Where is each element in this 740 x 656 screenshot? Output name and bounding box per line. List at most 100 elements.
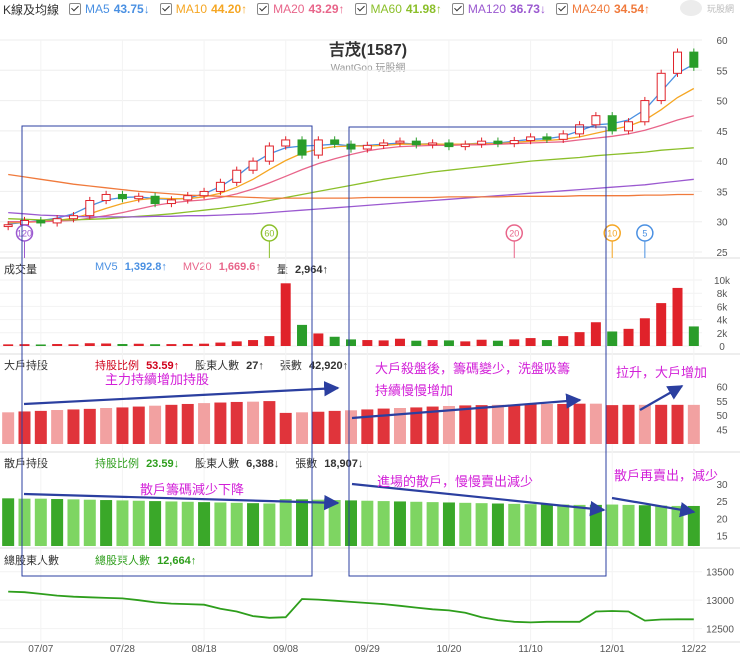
retail-tick-label: 15 xyxy=(716,532,728,543)
retail-holder-bar xyxy=(410,501,423,546)
volume-bar xyxy=(492,340,503,346)
legend-name: MA10 xyxy=(175,2,208,16)
volume-bar xyxy=(133,343,144,346)
candle-body xyxy=(575,124,585,135)
big-holder-bar xyxy=(459,405,472,444)
annotation-text: 主力持續增加持股 xyxy=(105,372,209,387)
volume-bar xyxy=(443,340,454,346)
retail-holder-bar xyxy=(67,499,80,546)
big-holder-bar xyxy=(18,411,31,444)
legend-name: MA240 xyxy=(571,2,610,16)
checkbox-icon[interactable] xyxy=(451,3,464,15)
vol-label: 量 xyxy=(276,264,288,276)
retail-holder-bar xyxy=(328,500,341,546)
legend-item-ma20[interactable]: MA20 43.29↑ xyxy=(257,2,345,16)
annotation-text: 持續慢慢增加 xyxy=(375,383,453,398)
retail-holder-bar xyxy=(116,500,129,546)
legend-item-ma120[interactable]: MA120 36.73↓ xyxy=(451,2,546,16)
retail-people-label: 股東人數 xyxy=(195,458,240,470)
candle-body xyxy=(379,142,389,146)
volume-bar xyxy=(101,343,112,346)
volume-bars xyxy=(3,283,699,346)
volume-bar xyxy=(688,326,699,346)
big-holder-bar xyxy=(655,404,668,444)
highlight-box-left xyxy=(21,125,313,577)
retail-holder-bar xyxy=(34,498,47,546)
volume-bar xyxy=(525,338,536,346)
legend-item-ma5[interactable]: MA5 43.75↓ xyxy=(69,2,150,16)
candle-body xyxy=(493,140,503,145)
date-tick-label: 09/29 xyxy=(355,644,380,655)
legend-name: MA60 xyxy=(370,2,402,16)
candle-body xyxy=(591,115,601,126)
date-tick-label: 12/22 xyxy=(681,644,706,655)
holders-tick-label: 13000 xyxy=(706,596,734,607)
legend-name: MA120 xyxy=(467,2,506,16)
candle-body xyxy=(101,193,111,202)
annotation-text: 進場的散戶，慢慢賣出減少 xyxy=(377,474,533,489)
volume-bar xyxy=(394,338,405,346)
retail-holder-bar xyxy=(573,504,586,546)
mv5-value: 1,392.8 xyxy=(124,261,162,273)
volume-bar xyxy=(607,331,618,346)
volume-bar xyxy=(150,344,161,346)
annotation-text: 大戶殺盤後，籌碼變少，洗盤吸籌 xyxy=(375,361,570,376)
checkbox-icon[interactable] xyxy=(354,3,367,15)
marker-label: 60 xyxy=(264,229,274,239)
volume-tick-label: 2k xyxy=(717,329,729,340)
big-holder-bar xyxy=(132,406,145,444)
big-holder-bar xyxy=(34,410,47,444)
volume-tick-label: 8k xyxy=(717,289,729,300)
volume-tick-label: 0 xyxy=(719,342,725,353)
big-ratio-value: 53.59 xyxy=(146,360,174,372)
candle-body xyxy=(558,133,568,140)
checkbox-icon[interactable] xyxy=(257,3,270,15)
big-tick-label: 55 xyxy=(716,397,728,408)
retail-holder-bar xyxy=(263,503,276,546)
candle-body xyxy=(36,220,46,224)
date-tick-label: 11/10 xyxy=(518,644,543,655)
checkbox-icon[interactable] xyxy=(159,3,172,15)
legend-item-ma240[interactable]: MA240 34.54↑ xyxy=(555,2,650,16)
annotation-arrow xyxy=(23,492,340,511)
checkbox-icon[interactable] xyxy=(69,3,82,15)
candle-body xyxy=(460,143,470,148)
candle-body xyxy=(183,195,193,201)
retail-holder-bar xyxy=(540,504,553,546)
big-holder-bar xyxy=(181,403,194,444)
marker-circle xyxy=(603,224,621,242)
volume-bar xyxy=(656,303,667,346)
candle-body xyxy=(52,218,62,224)
big-holder-bar xyxy=(671,404,684,444)
candle-body xyxy=(232,169,242,183)
big-holder-bar xyxy=(524,404,537,444)
price-tick-label: 50 xyxy=(716,97,728,108)
volume-bar xyxy=(574,332,585,346)
legend-item-ma60[interactable]: MA60 41.98↑ xyxy=(354,2,442,16)
annotation-arrow xyxy=(351,393,582,420)
retail-holder-bar xyxy=(459,502,472,546)
checkbox-icon[interactable] xyxy=(555,3,568,15)
retail-tick-label: 25 xyxy=(716,497,728,508)
retail-holder-bar xyxy=(149,501,162,546)
legend-item-ma10[interactable]: MA10 44.20↑ xyxy=(159,2,247,16)
annotation-arrow xyxy=(639,385,684,411)
price-tick-label: 55 xyxy=(716,66,728,77)
holders-panel-label: 總股東人數 xyxy=(4,555,59,567)
retail-holder-bar xyxy=(181,501,194,546)
big-holder-bar xyxy=(491,404,504,444)
big-holder-bar xyxy=(606,405,619,444)
retail-holder-bar xyxy=(279,499,292,546)
volume-bar xyxy=(3,344,14,346)
big-holder-bar xyxy=(247,401,260,444)
candle-body xyxy=(542,136,552,140)
volume-bar xyxy=(68,344,79,346)
retail-holder-bar xyxy=(100,500,113,546)
legend-value: 43.75↓ xyxy=(113,2,150,16)
volume-bar xyxy=(346,339,356,346)
volume-bar xyxy=(558,336,569,346)
retail-holder-bar xyxy=(377,501,390,546)
big-holder-bar xyxy=(312,411,325,444)
legend-title: K線及均線 xyxy=(3,2,60,17)
legend-value: 36.73↓ xyxy=(509,2,546,16)
